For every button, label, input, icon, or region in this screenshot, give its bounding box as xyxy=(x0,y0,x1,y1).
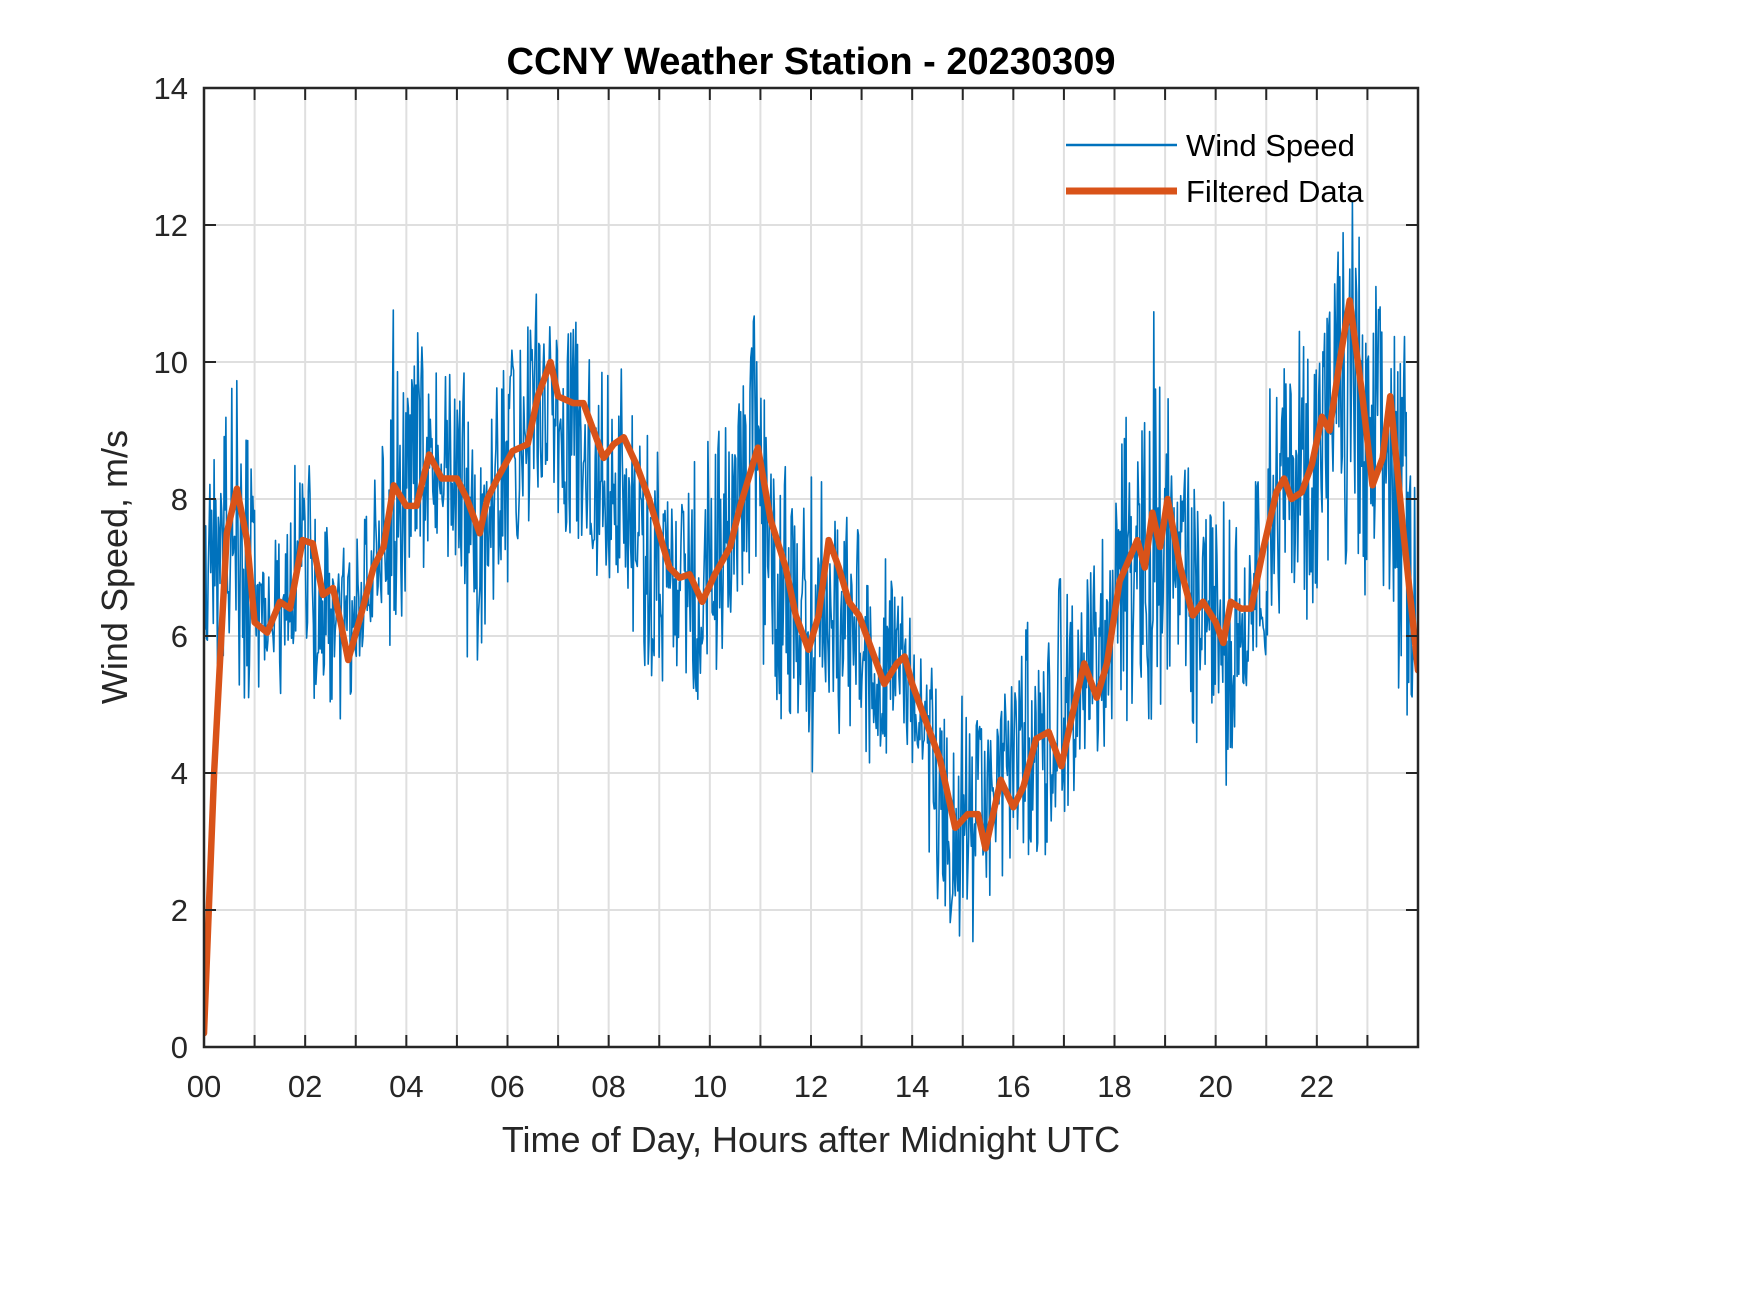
x-tick-label: 12 xyxy=(794,1069,828,1104)
x-tick-label: 20 xyxy=(1198,1069,1232,1104)
axes xyxy=(202,86,1420,1049)
y-tick-label: 8 xyxy=(171,482,188,517)
legend: Wind Speed Filtered Data xyxy=(1066,128,1364,209)
y-tick-label: 12 xyxy=(154,208,188,243)
y-tick-label: 4 xyxy=(171,756,188,791)
x-tick-label: 00 xyxy=(187,1069,221,1104)
y-tick-label: 6 xyxy=(171,619,188,654)
x-axis-label: Time of Day, Hours after Midnight UTC xyxy=(502,1119,1120,1160)
y-tick-labels: 0 2 4 6 8 10 12 14 xyxy=(154,71,188,1065)
filtered-data-line xyxy=(204,297,1418,1037)
x-tick-label: 02 xyxy=(288,1069,322,1104)
x-tick-label: 04 xyxy=(389,1069,423,1104)
chart-title: CCNY Weather Station - 20230309 xyxy=(507,41,1116,83)
x-tick-label: 10 xyxy=(693,1069,727,1104)
series-wind-speed xyxy=(204,201,1417,943)
x-tick-label: 22 xyxy=(1300,1069,1334,1104)
y-axis-label: Wind Speed, m/s xyxy=(94,430,135,704)
x-tick-label: 16 xyxy=(996,1069,1030,1104)
x-tick-label: 08 xyxy=(591,1069,625,1104)
y-tick-label: 0 xyxy=(171,1030,188,1065)
wind-speed-line xyxy=(204,201,1417,943)
x-tick-label: 18 xyxy=(1097,1069,1131,1104)
plot-area xyxy=(204,201,1418,1037)
y-tick-label: 2 xyxy=(171,893,188,928)
legend-label-wind-speed: Wind Speed xyxy=(1186,128,1355,163)
legend-label-filtered-data: Filtered Data xyxy=(1186,174,1364,209)
y-tick-label: 14 xyxy=(154,71,188,106)
series-filtered-data xyxy=(204,297,1418,1037)
x-tick-label: 14 xyxy=(895,1069,929,1104)
x-tick-labels: 00 02 04 06 08 10 12 14 16 18 20 22 xyxy=(187,1069,1334,1104)
y-tick-label: 10 xyxy=(154,345,188,380)
x-tick-label: 06 xyxy=(490,1069,524,1104)
